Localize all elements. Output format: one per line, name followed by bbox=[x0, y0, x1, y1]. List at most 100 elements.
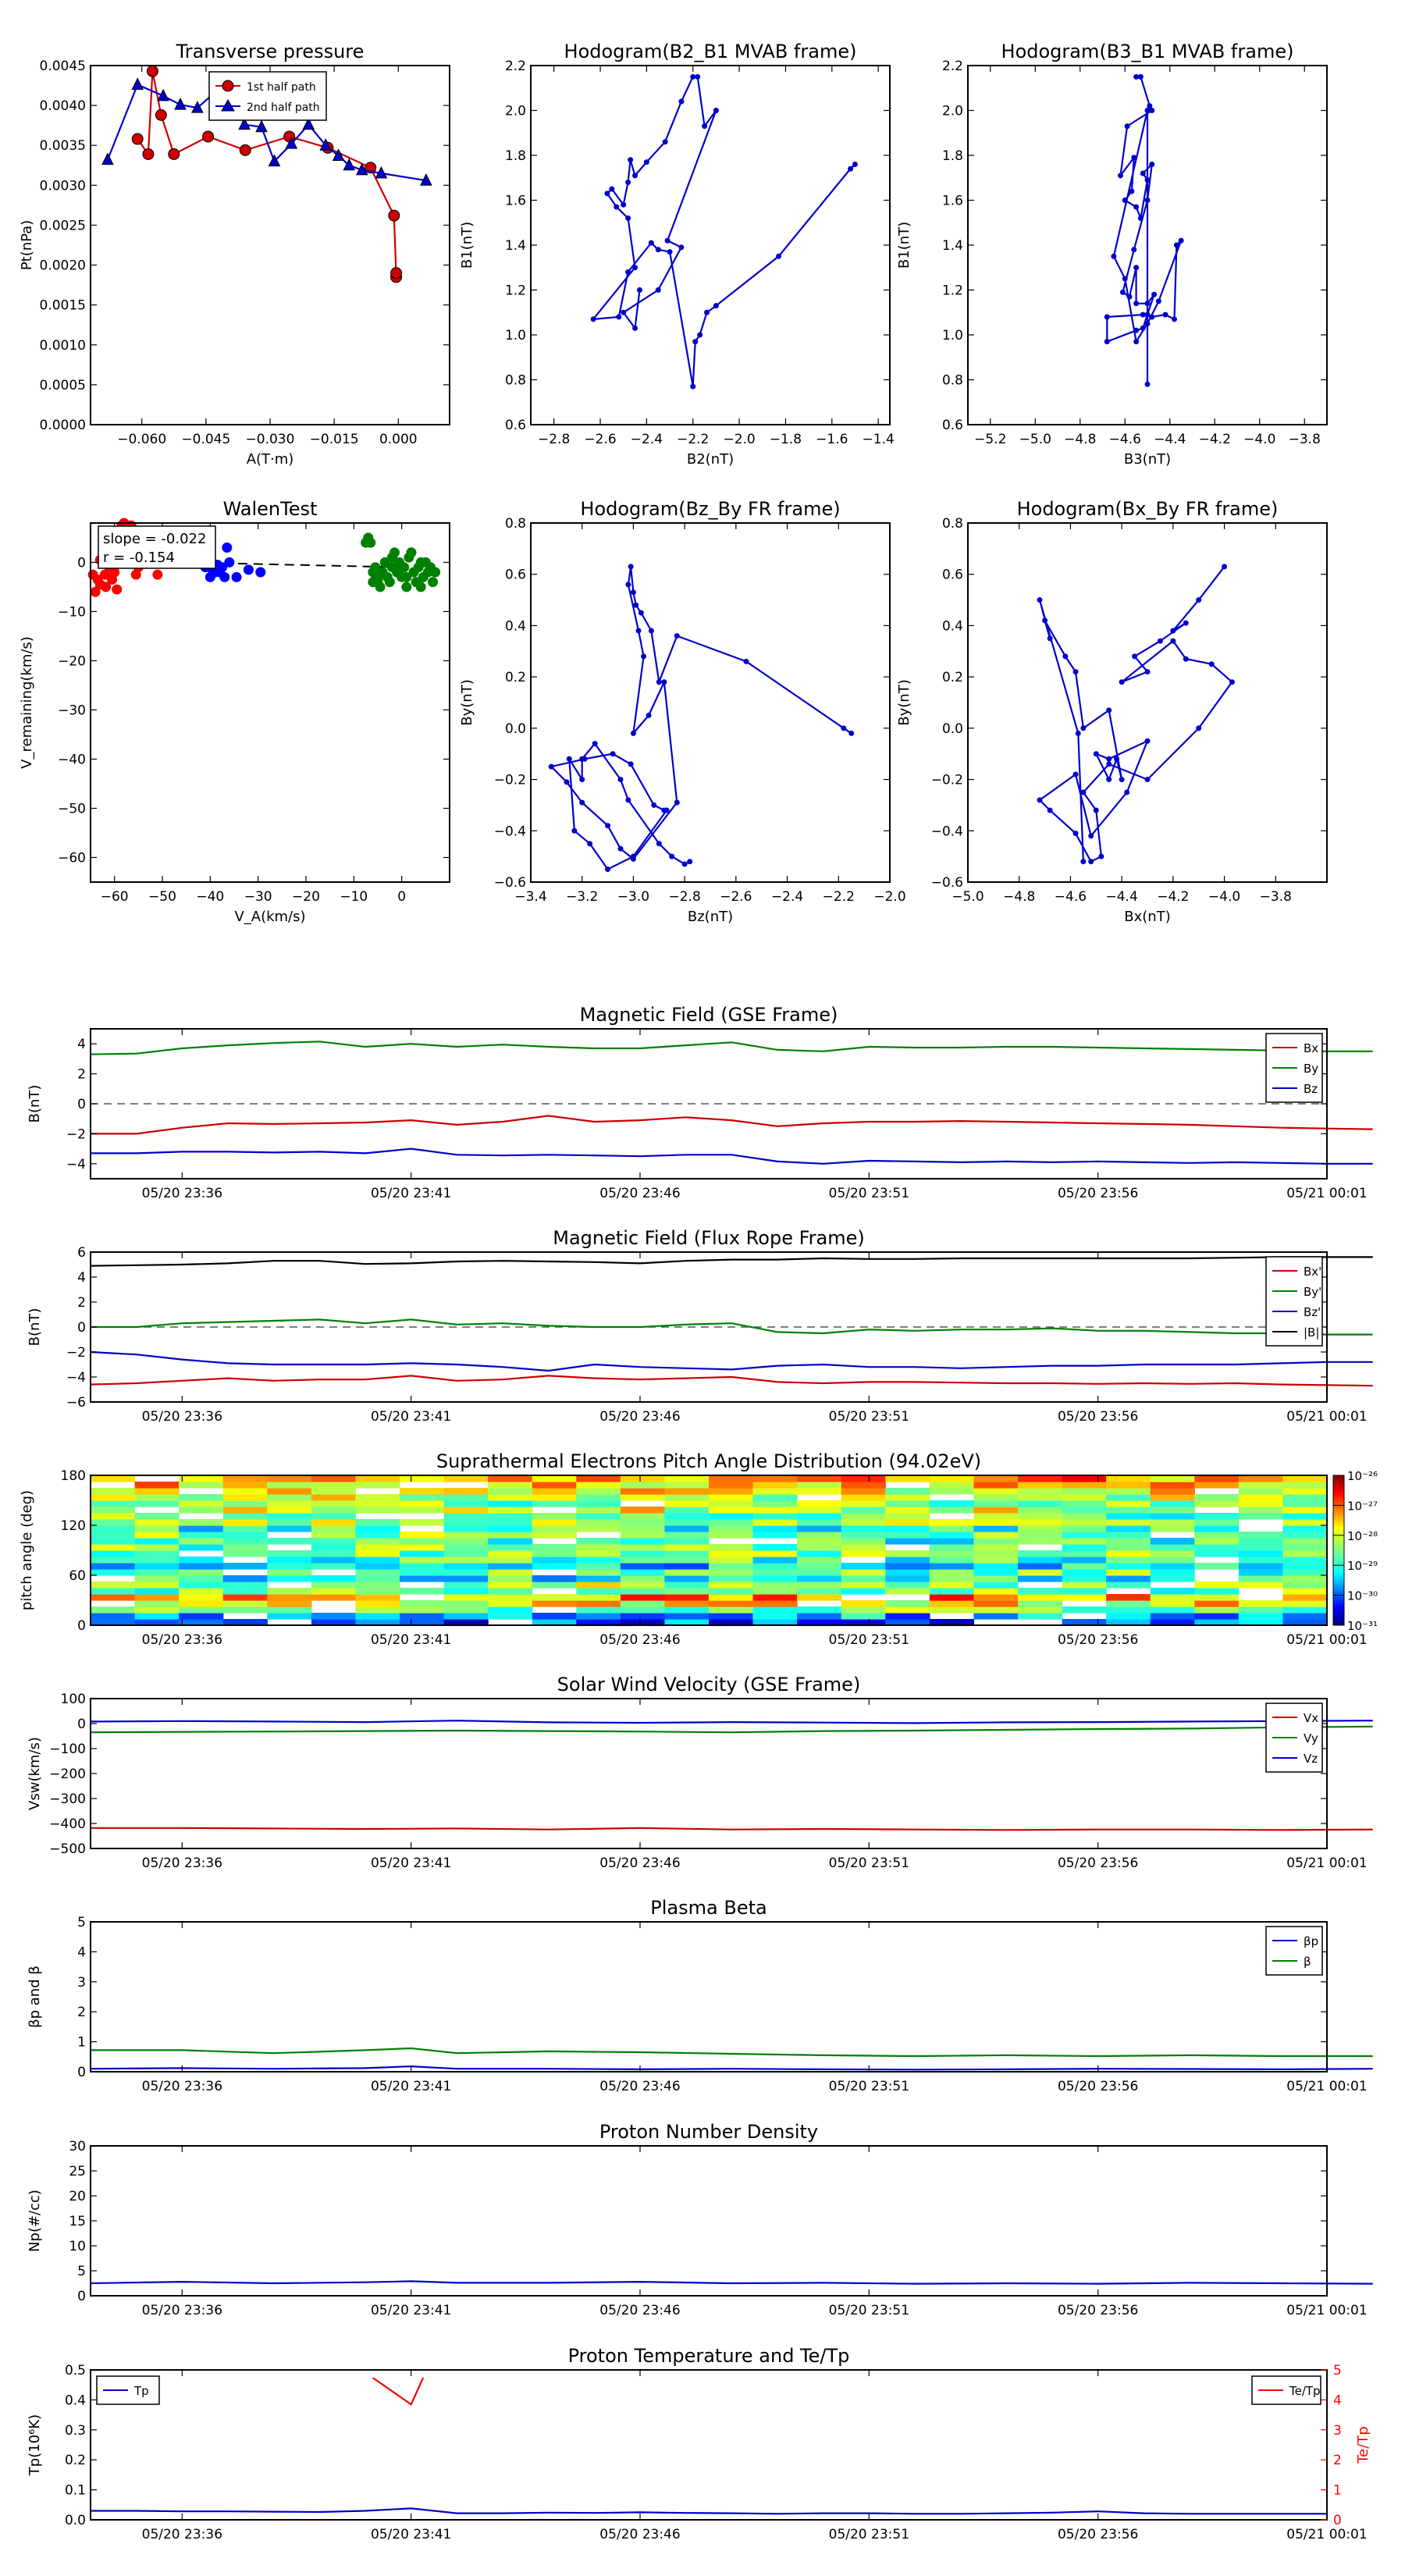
chart-title: Hodogram(Bx_By FR frame) bbox=[1017, 498, 1279, 520]
heatmap-cell bbox=[973, 1569, 1019, 1576]
heatmap-cell bbox=[179, 1500, 224, 1507]
heatmap-cell bbox=[973, 1550, 1019, 1557]
data-point bbox=[617, 845, 624, 852]
heatmap-cell bbox=[179, 1594, 224, 1601]
data-point bbox=[1144, 669, 1151, 675]
scatter-point bbox=[255, 567, 266, 578]
heatmap-cell bbox=[443, 1488, 489, 1495]
heatmap-cell bbox=[1062, 1500, 1107, 1507]
heatmap-cell bbox=[1194, 1613, 1240, 1620]
plot-frame bbox=[90, 1475, 1328, 1626]
heatmap-cell bbox=[222, 1532, 268, 1539]
heatmap-cell bbox=[1018, 1557, 1063, 1564]
heatmap-cell bbox=[311, 1500, 357, 1507]
heatmap-cell bbox=[973, 1575, 1019, 1582]
legend-label: Bx' bbox=[1304, 1265, 1321, 1279]
heatmap-cell bbox=[973, 1588, 1019, 1595]
heatmap-cell bbox=[1282, 1538, 1328, 1545]
y-axis-label: B1(nT) bbox=[459, 222, 475, 269]
heatmap-cell bbox=[973, 1482, 1019, 1489]
heatmap-cell bbox=[267, 1507, 312, 1514]
plot-frame bbox=[90, 2145, 1328, 2297]
heatmap-cell bbox=[488, 1538, 533, 1545]
data-point bbox=[1106, 756, 1112, 762]
data-point bbox=[614, 204, 620, 210]
x-tick-label: 05/20 23:41 bbox=[371, 2527, 451, 2542]
plot-frame bbox=[90, 522, 450, 883]
data-point bbox=[656, 679, 662, 685]
x-tick-label: 05/20 23:46 bbox=[599, 1186, 680, 1201]
heatmap-cell bbox=[400, 1588, 445, 1595]
heatmap-cell bbox=[1282, 1563, 1328, 1570]
heatmap-cell bbox=[752, 1488, 798, 1495]
legend-label: Vy bbox=[1304, 1731, 1318, 1745]
y-tick-label: 25 bbox=[69, 2164, 86, 2179]
heatmap-cell bbox=[443, 1525, 489, 1532]
heatmap-cell bbox=[222, 1544, 268, 1551]
data-marker bbox=[268, 154, 281, 167]
y-tick-label: −0.6 bbox=[931, 875, 963, 891]
heatmap-cell bbox=[532, 1475, 577, 1482]
y-tick-label: 1.2 bbox=[505, 283, 526, 299]
y-tick-label: −300 bbox=[49, 1791, 86, 1807]
data-point bbox=[632, 265, 638, 271]
colorbar-label: 10⁻³⁰ bbox=[1347, 1589, 1378, 1603]
heatmap-cell bbox=[576, 1582, 621, 1589]
chart-title: Hodogram(B3_B1 MVAB frame) bbox=[1001, 41, 1294, 62]
heatmap-cell bbox=[1282, 1588, 1328, 1595]
data-point bbox=[646, 712, 652, 718]
data-point bbox=[1149, 108, 1155, 113]
series-line-by bbox=[90, 1041, 1373, 1055]
heatmap-cell bbox=[620, 1582, 666, 1589]
series-line-bz- bbox=[90, 1350, 1373, 1372]
heatmap-cell bbox=[179, 1532, 224, 1539]
heatmap-cell bbox=[576, 1544, 621, 1551]
data-point bbox=[592, 741, 598, 747]
heatmap-cell bbox=[488, 1557, 533, 1564]
heatmap-cell bbox=[885, 1532, 930, 1539]
heatmap-cell bbox=[1282, 1513, 1328, 1520]
heatmap-cell bbox=[576, 1563, 621, 1570]
heatmap-cell bbox=[134, 1519, 180, 1526]
heatmap-cell bbox=[1238, 1619, 1284, 1626]
heatmap-cell bbox=[400, 1544, 445, 1551]
heatmap-cell bbox=[752, 1594, 798, 1601]
heatmap-cell bbox=[1062, 1557, 1107, 1564]
series-line-bx bbox=[91, 1115, 1373, 1135]
legend-label: 1st half path bbox=[247, 81, 316, 94]
data-point bbox=[628, 157, 634, 163]
data-point bbox=[1137, 215, 1144, 221]
heatmap-cell bbox=[973, 1600, 1019, 1607]
data-point bbox=[566, 756, 572, 762]
data-point bbox=[1144, 301, 1151, 307]
y-tick-label: 0.0 bbox=[65, 2513, 86, 2528]
heatmap-cell bbox=[929, 1519, 975, 1526]
x-tick-label: −2.2 bbox=[677, 432, 709, 447]
heatmap-cell bbox=[620, 1507, 666, 1514]
heatmap-cell bbox=[620, 1619, 666, 1626]
heatmap-cell bbox=[797, 1575, 842, 1582]
heatmap-cell bbox=[311, 1557, 357, 1564]
data-marker bbox=[157, 88, 169, 101]
legend-label: Te/Tp bbox=[1289, 2384, 1321, 2398]
heatmap-cell bbox=[576, 1557, 621, 1564]
heatmap-cell bbox=[709, 1569, 754, 1576]
heatmap-cell bbox=[267, 1594, 312, 1601]
x-tick-label: −0.060 bbox=[117, 432, 166, 447]
data-point bbox=[678, 98, 685, 105]
heatmap-cell bbox=[91, 1613, 136, 1620]
heatmap-cell bbox=[134, 1594, 180, 1601]
scatter-point bbox=[372, 577, 383, 588]
heatmap-cell bbox=[885, 1569, 930, 1576]
y-tick-label: −40 bbox=[58, 752, 86, 767]
heatmap-cell bbox=[488, 1513, 533, 1520]
heatmap-cell bbox=[1062, 1525, 1107, 1532]
heatmap-cell bbox=[752, 1582, 798, 1589]
series-line-bx- bbox=[90, 1375, 1373, 1387]
heatmap-cell bbox=[1018, 1532, 1063, 1539]
y-tick-label-right: 5 bbox=[1333, 2363, 1342, 2379]
x-tick-label: 05/20 23:56 bbox=[1058, 2527, 1138, 2542]
plot-frame bbox=[90, 1921, 1328, 2073]
heatmap-cell bbox=[797, 1544, 842, 1551]
heatmap-cell bbox=[311, 1582, 357, 1589]
